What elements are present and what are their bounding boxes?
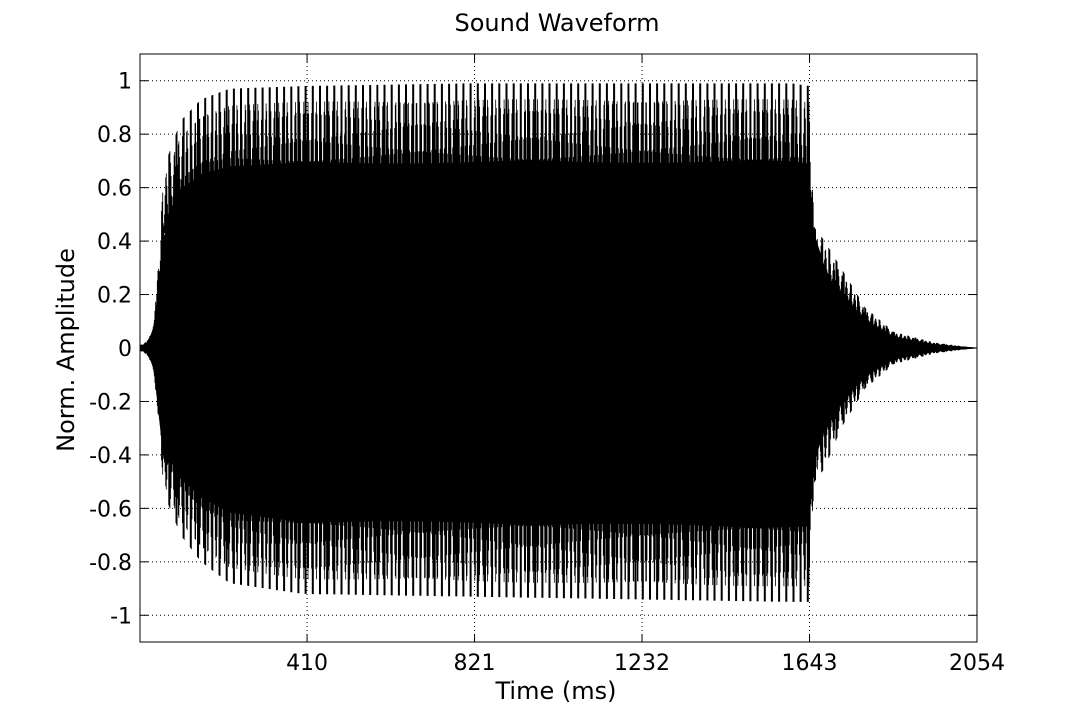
y-tick-label: 0.2	[97, 284, 132, 309]
chart-title: Sound Waveform	[454, 9, 659, 37]
y-tick-label: -0.4	[89, 444, 132, 469]
waveform-core-fill	[139, 211, 978, 485]
y-tick-label: -0.2	[89, 390, 132, 415]
x-tick-label: 1232	[614, 651, 670, 676]
waveform-series	[139, 83, 978, 602]
x-tick-label: 821	[454, 651, 496, 676]
y-axis-label: Norm. Amplitude	[52, 248, 80, 452]
y-tick-label: 0.4	[97, 230, 132, 255]
x-tick-label: 410	[286, 651, 328, 676]
y-tick-label: 0.8	[97, 123, 132, 148]
y-tick-label: -0.6	[89, 497, 132, 522]
y-tick-label: -1	[110, 604, 132, 629]
y-tick-label: 0.6	[97, 177, 132, 202]
y-tick-label: 0	[118, 337, 132, 362]
x-tick-label: 1643	[782, 651, 838, 676]
x-tick-label: 2054	[949, 651, 1005, 676]
y-tick-label: 1	[118, 70, 132, 95]
x-axis-label: Time (ms)	[495, 677, 617, 705]
y-tick-label: -0.8	[89, 551, 132, 576]
axes	[139, 53, 978, 643]
tick-labels: 410 821 1232 1643 2054 1 0.8 0.6 0.4 0.2 0 -0.2 -0.4…	[89, 70, 1005, 676]
